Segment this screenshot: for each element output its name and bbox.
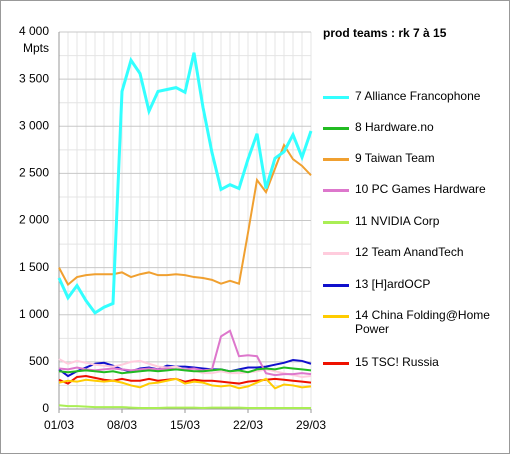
y-tick-label: 3 500 — [19, 71, 49, 85]
legend-entry: 11 NVIDIA Corp — [323, 214, 508, 228]
legend-label: 8 Hardware.no — [355, 120, 434, 134]
legend-swatch — [323, 189, 349, 192]
series-line — [57, 52, 313, 315]
y-axis-unit: Mpts — [23, 41, 49, 55]
x-tick-label: 01/03 — [44, 418, 74, 432]
legend-entry: 12 Team AnandTech — [323, 245, 508, 259]
y-tick-label: 500 — [29, 354, 49, 368]
legend-label: 7 Alliance Francophone — [355, 89, 481, 103]
legend-entry: 14 China Folding@Home Power — [323, 308, 508, 336]
legend-entry: 13 [H]ardOCP — [323, 277, 508, 291]
legend-swatch — [323, 221, 349, 224]
legend-label: 13 [H]ardOCP — [355, 277, 431, 291]
x-tick-label: 29/03 — [296, 418, 326, 432]
y-tick-label: 1 500 — [19, 260, 49, 274]
y-tick-label: 2 500 — [19, 166, 49, 180]
legend-swatch — [323, 362, 349, 365]
x-tick-label: 08/03 — [107, 418, 137, 432]
y-tick-label: 3 000 — [19, 118, 49, 132]
legend-label: 14 China Folding@Home Power — [355, 308, 490, 336]
series-line — [58, 358, 312, 378]
legend-label: 15 TSC! Russia — [355, 355, 439, 369]
legend-swatch — [323, 284, 349, 287]
legend-swatch — [323, 315, 349, 318]
series-line — [58, 377, 312, 390]
legend-label: 11 NVIDIA Corp — [355, 214, 440, 228]
legend-entry: 9 Taiwan Team — [323, 151, 508, 165]
legend-swatch — [323, 96, 349, 99]
series-line — [58, 375, 312, 385]
legend-entry: 15 TSC! Russia — [323, 355, 508, 369]
legend-swatch — [323, 127, 349, 130]
legend-entry: 10 PC Games Hardware — [323, 182, 508, 196]
y-tick-label: 4 000 — [19, 24, 49, 38]
legend-entry: 8 Hardware.no — [323, 120, 508, 134]
chart-title: prod teams : rk 7 à 15 — [323, 26, 447, 40]
legend-swatch — [323, 158, 349, 161]
x-tick-label: 15/03 — [170, 418, 200, 432]
legend-swatch — [323, 252, 349, 255]
y-tick-label: 0 — [42, 401, 49, 415]
series-line — [58, 142, 312, 287]
x-tick-label: 22/03 — [233, 418, 263, 432]
legend-entry: 7 Alliance Francophone — [323, 89, 508, 103]
y-tick-label: 1 000 — [19, 307, 49, 321]
y-tick-label: 2 000 — [19, 213, 49, 227]
legend-label: 12 Team AnandTech — [355, 245, 464, 259]
series-line — [58, 366, 312, 375]
legend-label: 10 PC Games Hardware — [355, 182, 486, 196]
series-line — [58, 404, 311, 410]
legend-label: 9 Taiwan Team — [355, 151, 435, 165]
